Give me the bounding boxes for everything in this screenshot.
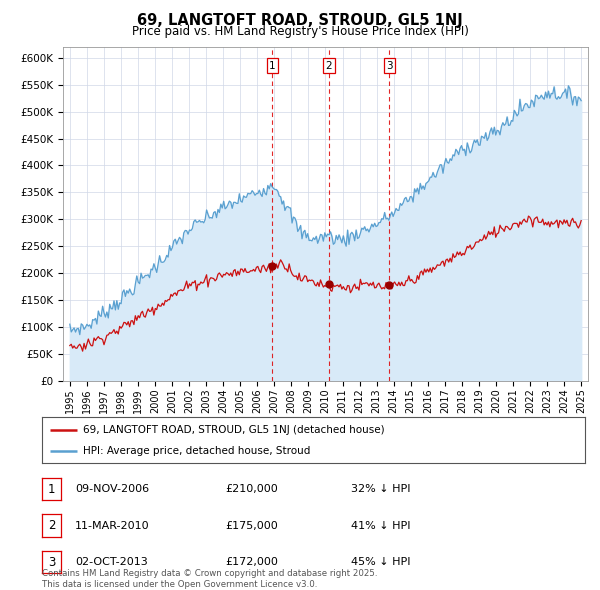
Text: £172,000: £172,000 — [225, 558, 278, 567]
Text: 09-NOV-2006: 09-NOV-2006 — [75, 484, 149, 494]
Text: Price paid vs. HM Land Registry's House Price Index (HPI): Price paid vs. HM Land Registry's House … — [131, 25, 469, 38]
Text: 69, LANGTOFT ROAD, STROUD, GL5 1NJ: 69, LANGTOFT ROAD, STROUD, GL5 1NJ — [137, 13, 463, 28]
Text: 3: 3 — [48, 556, 55, 569]
Text: 69, LANGTOFT ROAD, STROUD, GL5 1NJ (detached house): 69, LANGTOFT ROAD, STROUD, GL5 1NJ (deta… — [83, 425, 385, 435]
Text: HPI: Average price, detached house, Stroud: HPI: Average price, detached house, Stro… — [83, 445, 310, 455]
Text: 41% ↓ HPI: 41% ↓ HPI — [351, 521, 410, 530]
Text: 02-OCT-2013: 02-OCT-2013 — [75, 558, 148, 567]
Text: 1: 1 — [48, 483, 55, 496]
Text: £175,000: £175,000 — [225, 521, 278, 530]
Text: 11-MAR-2010: 11-MAR-2010 — [75, 521, 149, 530]
Text: 2: 2 — [326, 61, 332, 71]
Text: 2: 2 — [48, 519, 55, 532]
Text: 45% ↓ HPI: 45% ↓ HPI — [351, 558, 410, 567]
Text: 3: 3 — [386, 61, 393, 71]
Text: 32% ↓ HPI: 32% ↓ HPI — [351, 484, 410, 494]
Text: Contains HM Land Registry data © Crown copyright and database right 2025.
This d: Contains HM Land Registry data © Crown c… — [42, 569, 377, 589]
Text: £210,000: £210,000 — [225, 484, 278, 494]
Text: 1: 1 — [269, 61, 275, 71]
